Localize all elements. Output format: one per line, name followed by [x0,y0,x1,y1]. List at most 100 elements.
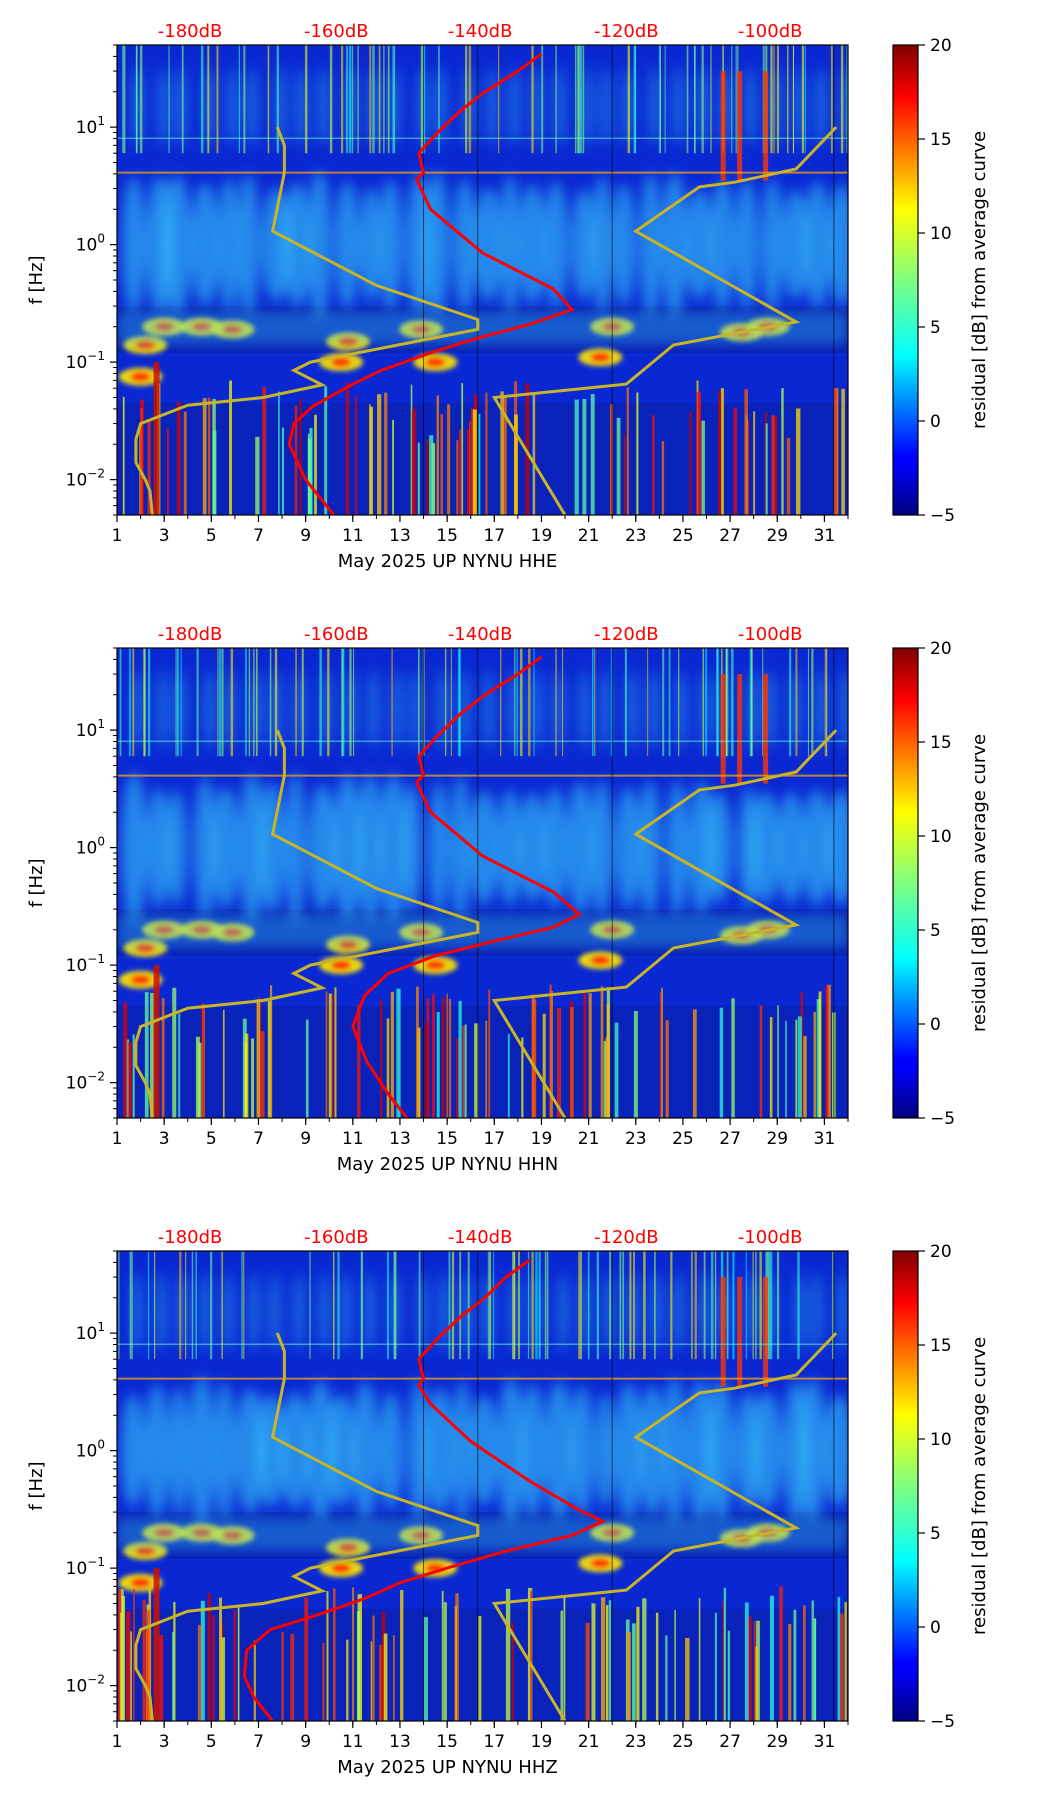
heatmap-band [117,402,848,515]
heatmap-streak [629,1251,632,1360]
heatmap-blob [770,66,783,147]
heatmap-streak [574,45,577,154]
heatmap-streak [201,1003,205,1118]
heatmap-burst [737,1277,743,1387]
heatmap-blob [356,774,383,921]
heatmap-streak [633,45,636,154]
heatmap-blob [709,179,735,310]
heatmap-streak [826,984,831,1118]
median-psd-curve [351,655,582,1118]
heatmap-streak [417,648,420,757]
heatmap-streak [459,648,461,757]
x-tick-label: 29 [766,526,788,546]
heatmap-blob [246,66,259,147]
heatmap-streak [692,1009,697,1118]
heatmap-streak [241,1251,243,1360]
heatmap-blob [750,792,782,903]
heatmap-streak [844,1602,847,1721]
heatmap-streak [319,648,322,757]
heatmap-blob [626,669,639,750]
db-scale-label: -120dB [594,1227,659,1248]
heatmap-streak [357,1004,361,1118]
heatmap-streak [383,1633,388,1721]
heatmap-blob [578,669,591,750]
heatmap-streak [485,392,488,515]
y-axis-label: f [Hz] [26,858,47,907]
heatmap-blob [836,1272,848,1353]
heatmap-blob [595,1392,616,1509]
heatmap-streak [654,1251,656,1360]
heatmap-streak [468,421,471,515]
heatmap-streak [661,987,663,1118]
heatmap-streak [795,1019,798,1118]
heatmap-streak [633,1251,635,1360]
heatmap-streak [179,1251,182,1360]
db-scale-label: -100dB [738,21,803,42]
heatmap-streak [161,998,165,1118]
heatmap-streak [744,389,748,515]
heatmap-streak [129,1631,133,1721]
heatmap-line [117,171,848,174]
heatmap-blob [378,1391,404,1510]
heatmap-streak [769,1595,774,1721]
heatmap-blob [452,178,477,311]
heatmap-streak [450,648,452,757]
heatmap-streak [207,397,211,515]
heatmap-storm [130,371,151,382]
heatmap-streak [198,1042,203,1118]
x-tick-label: 17 [483,1129,505,1149]
heatmap-area [117,648,848,1118]
heatmap-streak [462,1025,464,1118]
heatmap-streak [600,1597,606,1721]
heatmap-streak [514,648,516,757]
heatmap-streak [698,1598,701,1721]
heatmap-streak [652,415,655,515]
colorbar-tick-label: 15 [930,733,952,753]
y-tick-label: 100 [76,1438,105,1462]
x-tick-label: 1 [112,1129,123,1149]
heatmap-streak [788,1623,792,1721]
heatmap-streak [505,1588,511,1721]
heatmap-streak [458,648,461,757]
heatmap-blob [248,1272,261,1353]
heatmap-blob [452,1381,473,1521]
heatmap-streak [642,1598,647,1721]
heatmap-streak [458,1000,462,1118]
heatmap-streak [327,648,330,757]
heatmap-streak [714,1251,717,1360]
heatmap-streak [244,1033,249,1118]
heatmap-blob [121,176,146,313]
heatmap-line [117,1377,848,1380]
heatmap-streak [474,1023,479,1118]
heatmap-streak [411,408,417,515]
heatmap-blob [190,182,220,307]
heatmap-streak [710,1251,714,1360]
heatmap-blob [647,669,660,750]
heatmap-streak [447,404,451,515]
heatmap-blob [599,669,612,750]
heatmap-streak [142,1599,146,1721]
db-scale-label: -180dB [158,21,223,42]
heatmap-blob [367,669,380,750]
heatmap-streak [443,1602,447,1721]
heatmap-blob [675,669,688,750]
heatmap-streak [304,45,308,154]
heatmap-blob [378,179,403,310]
heatmap-blob [121,773,148,922]
heatmap-streak [150,992,155,1118]
heatmap-blob [650,1272,663,1353]
heatmap-streak [274,648,278,757]
heatmap-streak [807,648,809,757]
heatmap-blob [132,669,145,750]
heatmap-blob [391,669,404,750]
heatmap-streak [456,440,459,515]
heatmap-blob [499,175,521,314]
heatmap-streak [454,1605,458,1721]
heatmap-blob [203,66,216,147]
heatmap-blob [705,791,733,904]
x-tick-label: 27 [719,526,741,546]
heatmap-blob [672,1272,685,1353]
heatmap-blob [684,189,714,301]
heatmap-streak [197,1624,202,1721]
heatmap-area [117,45,848,515]
